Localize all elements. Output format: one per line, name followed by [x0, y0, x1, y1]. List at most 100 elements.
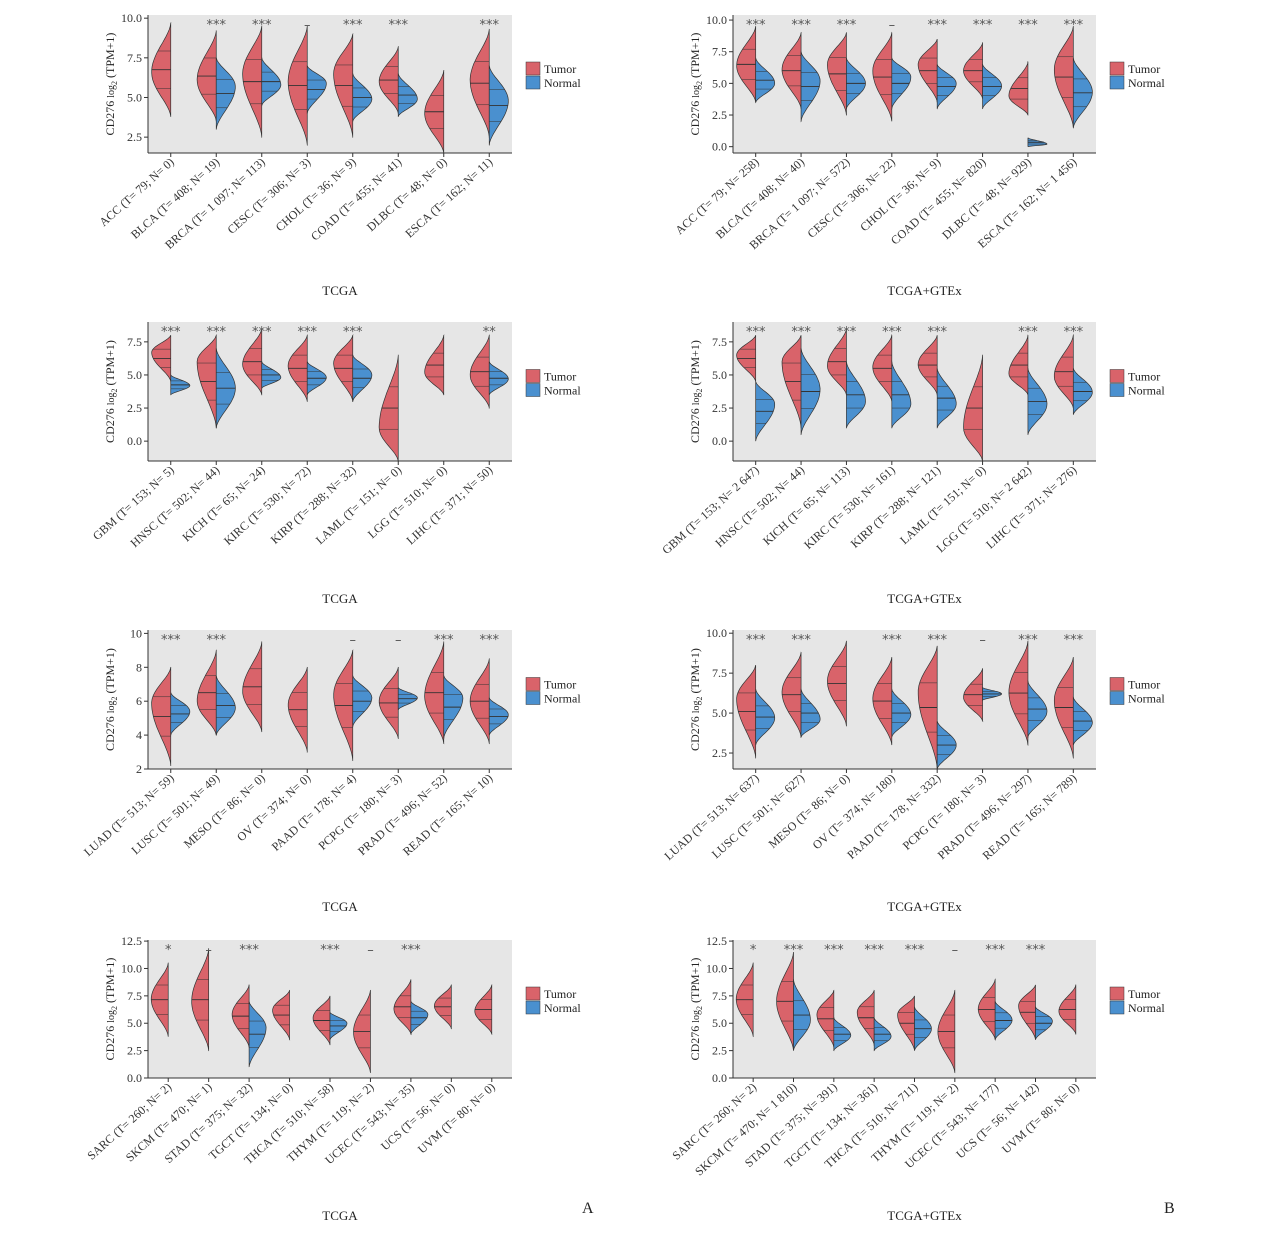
y-tick-label: 10.0 [706, 626, 727, 640]
x-tick-label: DLBC (T= 48; N= 0) [364, 155, 450, 234]
x-tick-label: GBM (T= 153; N= 5) [90, 463, 177, 543]
y-tick-label: 2.5 [127, 1044, 142, 1058]
significance-mark: – [205, 943, 212, 958]
y-tick-label: 2.5 [127, 401, 142, 415]
y-tick-label: 0.0 [127, 1071, 142, 1085]
y-tick-label: 5.0 [712, 706, 727, 720]
x-axis-title: TCGA+GTEx [887, 899, 962, 914]
legend-label: Normal [1128, 1001, 1165, 1015]
significance-mark: *** [434, 633, 454, 648]
significance-mark: *** [784, 943, 804, 958]
legend-label: Tumor [1128, 370, 1160, 384]
significance-mark: *** [401, 943, 421, 958]
legend-label: Normal [1128, 692, 1165, 706]
y-tick-label: 7.5 [127, 51, 142, 65]
y-tick-label: 5.0 [712, 1016, 727, 1030]
legend-label: Tumor [1128, 678, 1160, 692]
legend-label: Normal [544, 692, 581, 706]
y-tick-label: 5.0 [127, 1016, 142, 1030]
significance-mark: *** [837, 325, 857, 340]
x-tick-label: KICH (T= 65; N= 24) [179, 463, 267, 544]
y-tick-label: 4 [136, 728, 142, 742]
legend-swatch [1109, 383, 1125, 397]
significance-mark: *** [1026, 943, 1046, 958]
x-tick-label: CESC (T= 306; N= 3) [224, 155, 313, 237]
significance-mark: ** [483, 325, 497, 340]
significance-mark: *** [389, 18, 409, 33]
legend-label: Tumor [1128, 987, 1160, 1001]
significance-mark: *** [882, 325, 902, 340]
x-tick-label: KIRC (T= 530; N= 72) [221, 463, 313, 548]
significance-mark: *** [480, 18, 500, 33]
x-tick-label: ESCA (T= 162; N= 11) [402, 155, 495, 241]
y-axis-label: CD276 log2 (TPM+1) [103, 33, 119, 136]
significance-mark: *** [252, 325, 272, 340]
significance-mark: – [395, 633, 402, 648]
x-tick-label: KICH (T= 65; N= 113) [760, 463, 852, 548]
x-axis-title: TCGA+GTEx [887, 591, 962, 606]
y-axis-label: CD276 log2 (TPM+1) [688, 648, 704, 751]
legend-label: Normal [544, 76, 581, 90]
x-tick-label: OV (T= 374; N= 180) [810, 771, 898, 852]
significance-mark: *** [1018, 325, 1038, 340]
y-tick-label: 0.0 [712, 1071, 727, 1085]
y-tick-label: 5.0 [712, 76, 727, 90]
y-tick-label: 7.5 [712, 335, 727, 349]
x-tick-label: LUSC (T= 501; N= 49) [129, 771, 223, 857]
significance-mark: *** [837, 18, 857, 33]
y-tick-label: 0.0 [712, 140, 727, 154]
significance-mark: *** [927, 325, 947, 340]
y-tick-label: 7.5 [127, 335, 142, 349]
legend-swatch [1109, 61, 1125, 76]
legend-label: Tumor [544, 62, 576, 76]
significance-mark: *** [864, 943, 884, 958]
legend-swatch [525, 677, 541, 691]
significance-mark: *** [343, 325, 363, 340]
x-tick-label: UVM (T= 80; N= 0) [415, 1080, 498, 1157]
significance-mark: *** [298, 325, 318, 340]
x-tick-label: PCPG (T= 180; N= 3) [900, 771, 989, 853]
legend-label: Normal [1128, 384, 1165, 398]
x-tick-label: LIHC (T= 371; N= 50) [404, 463, 496, 548]
legend-swatch [1109, 986, 1125, 1001]
y-tick-label: 7.5 [712, 989, 727, 1003]
legend-label: Tumor [544, 987, 576, 1001]
significance-mark: *** [320, 943, 340, 958]
y-axis-label: CD276 log2 (TPM+1) [103, 340, 119, 443]
x-tick-label: PCPG (T= 180; N= 3) [315, 771, 404, 853]
significance-mark: *** [1018, 18, 1038, 33]
y-tick-label: 2.5 [127, 130, 142, 144]
y-axis-label: CD276 log2 (TPM+1) [688, 340, 704, 443]
legend-label: Tumor [1128, 62, 1160, 76]
x-tick-label: LAML (T= 151; N= 0) [897, 463, 988, 547]
significance-mark: *** [746, 325, 766, 340]
y-tick-label: 7.5 [127, 989, 142, 1003]
y-tick-label: 10.0 [121, 961, 142, 975]
legend-swatch [1109, 369, 1125, 383]
x-tick-label: ACC (T= 79; N= 0) [96, 155, 176, 229]
x-axis-title: TCGA+GTEx [887, 1208, 962, 1223]
significance-mark: *** [791, 325, 811, 340]
x-axis-title: TCGA [322, 283, 358, 298]
legend-swatch [1109, 1000, 1125, 1015]
significance-mark: *** [791, 18, 811, 33]
legend-swatch [525, 691, 541, 705]
significance-mark: *** [746, 633, 766, 648]
y-tick-label: 5.0 [127, 90, 142, 104]
y-tick-label: 10 [130, 626, 142, 640]
significance-mark: *** [905, 943, 925, 958]
x-tick-label: CHOL (T= 36; N= 9) [857, 155, 943, 234]
y-tick-label: 2.5 [712, 401, 727, 415]
x-tick-label: MESO (T= 86; N= 0) [766, 771, 853, 851]
y-tick-label: 0.0 [127, 434, 142, 448]
significance-mark: *** [985, 943, 1005, 958]
significance-mark: – [367, 943, 374, 958]
legend-label: Tumor [544, 370, 576, 384]
significance-mark: *** [791, 633, 811, 648]
x-axis-title: TCGA [322, 1208, 358, 1223]
x-tick-label: UVM (T= 80; N= 0) [999, 1080, 1082, 1157]
legend-swatch [525, 383, 541, 397]
significance-mark: *** [1064, 18, 1084, 33]
